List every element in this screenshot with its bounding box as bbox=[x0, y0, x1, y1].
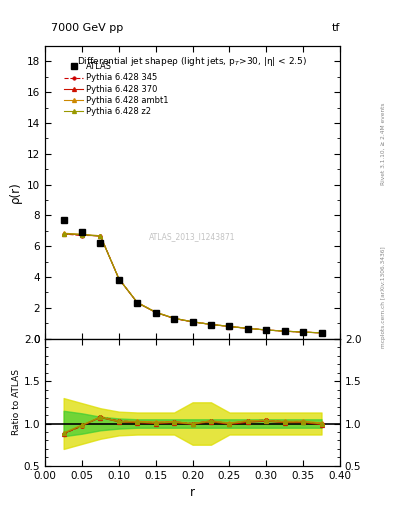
Pythia 6.428 345 bbox=[246, 325, 250, 331]
Pythia 6.428 370 bbox=[98, 233, 103, 239]
Pythia 6.428 z2 bbox=[61, 230, 66, 237]
Pythia 6.428 ambt1 bbox=[246, 325, 250, 331]
Pythia 6.428 ambt1 bbox=[172, 315, 176, 322]
Line: Pythia 6.428 370: Pythia 6.428 370 bbox=[62, 232, 323, 335]
ATLAS bbox=[98, 240, 103, 246]
Pythia 6.428 345 bbox=[61, 231, 66, 237]
Pythia 6.428 z2 bbox=[282, 328, 287, 334]
Pythia 6.428 370 bbox=[301, 329, 305, 335]
Pythia 6.428 z2 bbox=[209, 322, 213, 328]
Pythia 6.428 345 bbox=[153, 309, 158, 315]
Pythia 6.428 ambt1 bbox=[319, 330, 324, 336]
Pythia 6.428 z2 bbox=[246, 325, 250, 331]
Pythia 6.428 z2 bbox=[116, 276, 121, 282]
Text: mcplots.cern.ch [arXiv:1306.3436]: mcplots.cern.ch [arXiv:1306.3436] bbox=[381, 246, 386, 348]
ATLAS bbox=[190, 318, 195, 325]
Y-axis label: ρ(r): ρ(r) bbox=[9, 182, 22, 203]
Pythia 6.428 z2 bbox=[135, 300, 140, 306]
Line: Pythia 6.428 z2: Pythia 6.428 z2 bbox=[62, 232, 323, 335]
Pythia 6.428 ambt1 bbox=[135, 300, 140, 306]
Pythia 6.428 345 bbox=[190, 318, 195, 325]
Pythia 6.428 345 bbox=[135, 300, 140, 306]
Pythia 6.428 370 bbox=[246, 326, 250, 332]
ATLAS bbox=[61, 217, 66, 223]
X-axis label: r: r bbox=[190, 486, 195, 499]
ATLAS bbox=[282, 328, 287, 334]
Pythia 6.428 345 bbox=[209, 322, 213, 328]
Pythia 6.428 ambt1 bbox=[153, 309, 158, 315]
ATLAS bbox=[319, 330, 324, 336]
Text: Differential jet shapeρ (light jets, p$_T$>30, |η| < 2.5): Differential jet shapeρ (light jets, p$_… bbox=[77, 55, 308, 68]
Pythia 6.428 345 bbox=[80, 232, 84, 239]
ATLAS bbox=[135, 300, 140, 306]
Pythia 6.428 345 bbox=[98, 232, 103, 239]
Pythia 6.428 345 bbox=[172, 315, 176, 322]
Text: 7000 GeV pp: 7000 GeV pp bbox=[51, 23, 123, 33]
Pythia 6.428 ambt1 bbox=[209, 322, 213, 328]
Line: ATLAS: ATLAS bbox=[61, 217, 325, 336]
Line: Pythia 6.428 ambt1: Pythia 6.428 ambt1 bbox=[62, 231, 323, 335]
Pythia 6.428 z2 bbox=[80, 231, 84, 238]
Pythia 6.428 345 bbox=[227, 323, 232, 329]
Pythia 6.428 ambt1 bbox=[98, 233, 103, 239]
Pythia 6.428 z2 bbox=[319, 330, 324, 336]
Legend: ATLAS, Pythia 6.428 345, Pythia 6.428 370, Pythia 6.428 ambt1, Pythia 6.428 z2: ATLAS, Pythia 6.428 345, Pythia 6.428 37… bbox=[61, 59, 172, 119]
Pythia 6.428 345 bbox=[264, 327, 269, 333]
Pythia 6.428 z2 bbox=[301, 329, 305, 335]
ATLAS bbox=[116, 277, 121, 283]
Y-axis label: Ratio to ATLAS: Ratio to ATLAS bbox=[12, 369, 21, 435]
Pythia 6.428 370 bbox=[135, 300, 140, 306]
Pythia 6.428 ambt1 bbox=[301, 329, 305, 335]
Pythia 6.428 z2 bbox=[227, 324, 232, 330]
Pythia 6.428 370 bbox=[80, 231, 84, 238]
Pythia 6.428 z2 bbox=[98, 233, 103, 239]
Pythia 6.428 370 bbox=[209, 322, 213, 328]
ATLAS bbox=[264, 327, 269, 333]
Text: ATLAS_2013_I1243871: ATLAS_2013_I1243871 bbox=[149, 232, 236, 241]
ATLAS bbox=[172, 315, 176, 322]
Line: Pythia 6.428 345: Pythia 6.428 345 bbox=[62, 232, 323, 334]
Pythia 6.428 ambt1 bbox=[80, 231, 84, 238]
Pythia 6.428 ambt1 bbox=[116, 275, 121, 282]
Pythia 6.428 z2 bbox=[153, 309, 158, 315]
ATLAS bbox=[153, 309, 158, 315]
Pythia 6.428 ambt1 bbox=[264, 327, 269, 333]
Pythia 6.428 ambt1 bbox=[227, 323, 232, 329]
Pythia 6.428 370 bbox=[190, 319, 195, 325]
ATLAS bbox=[209, 322, 213, 328]
Pythia 6.428 345 bbox=[116, 275, 121, 282]
Pythia 6.428 z2 bbox=[190, 319, 195, 325]
Pythia 6.428 370 bbox=[61, 231, 66, 237]
Pythia 6.428 370 bbox=[227, 324, 232, 330]
Pythia 6.428 z2 bbox=[264, 327, 269, 333]
Pythia 6.428 z2 bbox=[172, 315, 176, 322]
ATLAS bbox=[227, 323, 232, 329]
Pythia 6.428 370 bbox=[319, 330, 324, 336]
Pythia 6.428 370 bbox=[264, 327, 269, 333]
ATLAS bbox=[246, 326, 250, 332]
Text: tf: tf bbox=[332, 23, 340, 33]
Pythia 6.428 ambt1 bbox=[282, 328, 287, 334]
ATLAS bbox=[80, 229, 84, 236]
Text: Rivet 3.1.10, ≥ 2.4M events: Rivet 3.1.10, ≥ 2.4M events bbox=[381, 102, 386, 185]
Pythia 6.428 370 bbox=[282, 328, 287, 334]
Pythia 6.428 370 bbox=[153, 309, 158, 315]
ATLAS bbox=[301, 329, 305, 335]
Pythia 6.428 345 bbox=[301, 329, 305, 335]
Pythia 6.428 370 bbox=[172, 315, 176, 322]
Pythia 6.428 ambt1 bbox=[61, 230, 66, 236]
Pythia 6.428 345 bbox=[319, 330, 324, 336]
Pythia 6.428 345 bbox=[282, 328, 287, 334]
Pythia 6.428 ambt1 bbox=[190, 318, 195, 325]
Pythia 6.428 370 bbox=[116, 276, 121, 282]
